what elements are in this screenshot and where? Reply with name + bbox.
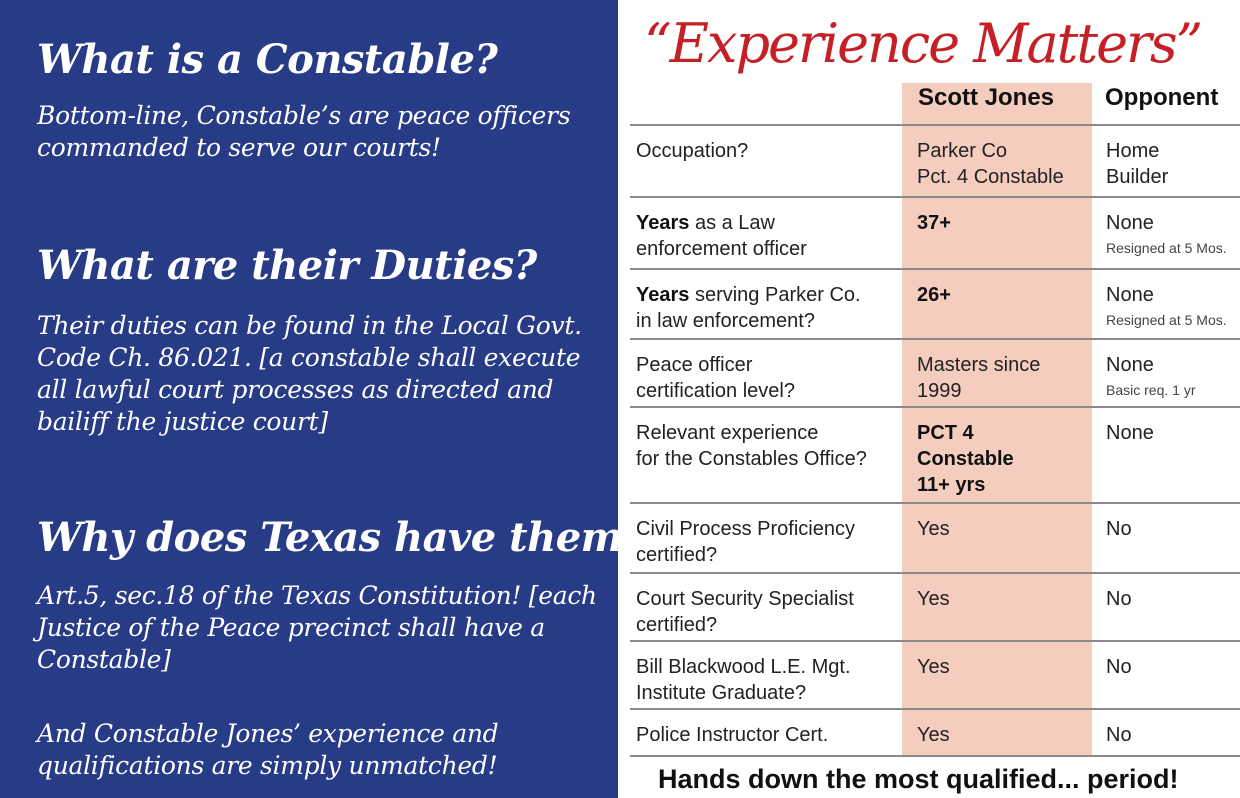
opponent-value: None Resigned at 5 Mos. xyxy=(1106,212,1227,256)
candidate-value: PCT 4 Constable 11+ yrs xyxy=(917,422,1014,496)
opponent-value: No xyxy=(1106,724,1132,746)
row-question: Bill Blackwood L.E. Mgt. Institute Gradua… xyxy=(636,656,851,704)
table-row: Bill Blackwood L.E. Mgt. Institute Gradua… xyxy=(630,640,1240,704)
question-heading-duties: What are their Duties? xyxy=(37,242,537,289)
question-heading-constable: What is a Constable? xyxy=(37,36,498,83)
table-row: Police Instructor Cert. Yes No xyxy=(630,708,1240,746)
row-question: Police Instructor Cert. xyxy=(636,724,829,746)
candidate-value: 37+ xyxy=(917,212,951,234)
opponent-value: No xyxy=(1106,656,1132,678)
question-heading-texas: Why does Texas have them? xyxy=(37,514,646,561)
candidate-value: Yes xyxy=(917,588,950,610)
row-question: Peace officer certification level? xyxy=(636,354,795,402)
row-question: Years as a Law enforcement officer xyxy=(636,212,807,260)
candidate-highlight-column xyxy=(902,83,1092,755)
candidate-value: 26+ xyxy=(917,284,951,306)
table-row: Civil Process Proficiency certified? Yes No xyxy=(630,502,1240,566)
candidate-value: Yes xyxy=(917,656,950,678)
opponent-value: No xyxy=(1106,588,1132,610)
candidate-value: Parker Co Pct. 4 Constable xyxy=(917,140,1064,188)
opponent-value: None Resigned at 5 Mos. xyxy=(1106,284,1227,328)
candidate-value: Masters since 1999 xyxy=(917,354,1041,402)
opponent-value: Home Builder xyxy=(1106,140,1169,188)
column-header-opponent: Opponent xyxy=(1105,84,1219,111)
row-question: Occupation? xyxy=(636,140,749,162)
opponent-note: Basic req. 1 yr xyxy=(1106,382,1196,398)
table-row: Relevant experience for the Constables Of… xyxy=(630,406,1240,496)
table-row: Years serving Parker Co. in law enforcem… xyxy=(630,268,1240,332)
answer-duties: Their duties can be found in the Local G… xyxy=(37,311,582,436)
row-question: Court Security Specialist certified? xyxy=(636,588,854,636)
table-row: Years as a Law enforcement officer 37+ None… xyxy=(630,196,1240,260)
row-question: Civil Process Proficiency certified? xyxy=(636,518,855,566)
candidate-value: Yes xyxy=(917,724,950,746)
opponent-value: None Basic req. 1 yr xyxy=(1106,354,1196,398)
column-header-candidate: Scott Jones xyxy=(918,84,1055,111)
opponent-note: Resigned at 5 Mos. xyxy=(1106,240,1227,256)
answer-constable: Bottom-line, Constable’s are peace offic… xyxy=(37,101,571,162)
answer-texas: Art.5, sec.18 of the Texas Constitution!… xyxy=(37,581,597,674)
table-row: Occupation? Parker Co Pct. 4 Constable Home… xyxy=(630,124,1240,188)
row-question: Years serving Parker Co. in law enforcem… xyxy=(636,284,861,332)
opponent-note: Resigned at 5 Mos. xyxy=(1106,312,1227,328)
table-row: Court Security Specialist certified? Yes No xyxy=(630,572,1240,636)
closing-statement: And Constable Jones’ experience and qual… xyxy=(37,719,499,780)
table-row: Peace officer certification level? Masters… xyxy=(630,338,1240,402)
tagline: Hands down the most qualified... period! xyxy=(658,764,1179,794)
row-question: Relevant experience for the Constables Of… xyxy=(636,422,867,470)
headline: “Experience Matters” xyxy=(644,12,1203,75)
info-panel: What is a Constable? Bottom-line, Consta… xyxy=(0,0,646,798)
table-bottom-border xyxy=(630,755,1240,757)
opponent-value: None xyxy=(1106,422,1154,444)
comparison-panel: “Experience Matters” Scott Jones Opponen… xyxy=(618,0,1240,798)
opponent-value: No xyxy=(1106,518,1132,540)
candidate-value: Yes xyxy=(917,518,950,540)
